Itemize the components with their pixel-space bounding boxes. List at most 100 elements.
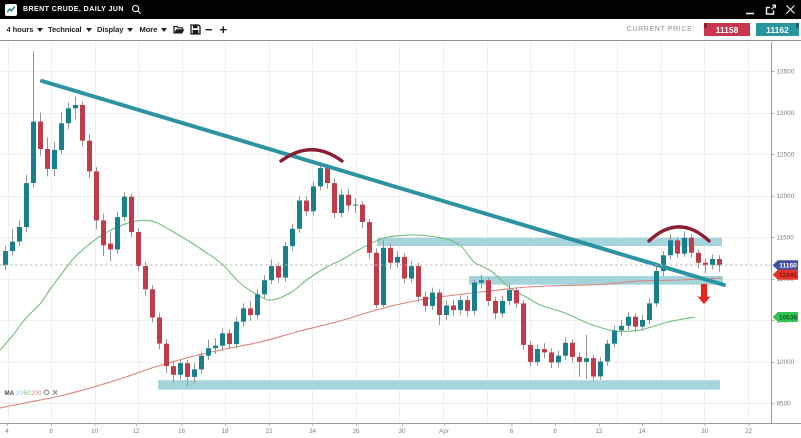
search-icon[interactable] [131,4,142,15]
candle-body [542,349,547,353]
time-axis-label: 10 [91,428,99,435]
candle-body [591,358,596,377]
ma-legend: MA 20 50 200 [5,389,58,397]
time-axis-label: 18 [221,428,229,435]
rounded-top-arc[interactable] [279,148,344,163]
menu-period[interactable]: 4 hours [7,19,44,40]
zone-rect[interactable] [158,380,720,390]
candle-body [59,123,64,150]
candle-body [10,241,15,252]
candle-body [346,194,351,206]
candle-body [206,348,211,356]
bid-price-badge[interactable]: 11158 [704,23,750,36]
candle-body [178,363,183,375]
candle-body [549,352,554,363]
candle-body [465,300,470,311]
candle-body [640,320,645,327]
rounded-top-arc[interactable] [647,225,711,243]
menu-display-label: Display [97,25,124,34]
ma-remove-icon[interactable] [52,389,58,395]
candle-body [367,222,372,253]
candle-body [689,237,694,253]
zoom-in-icon[interactable]: + [219,21,228,37]
price-axis-label: 10000 [777,359,795,366]
close-button[interactable] [784,3,797,16]
candle-body [668,240,673,256]
candle-body [213,345,218,349]
candle-body [626,316,631,326]
zone-rect[interactable] [377,237,722,247]
minimize-button[interactable] [744,3,757,16]
candle-body [500,300,505,314]
save-icon[interactable] [189,19,201,40]
candle-body [234,321,239,345]
price-axis-label: 12500 [777,151,795,158]
candle-body [675,240,680,254]
candle-body [507,290,512,301]
candle-body [304,200,309,212]
candle-body [255,294,260,316]
candle-body [605,343,610,362]
support-resistance-zones[interactable] [158,237,723,390]
time-axis-labels: 4 8 10 12 16 18 22 24 26 30 Apr 6 8 12 14 20 22 [5,423,752,435]
candle-body [73,105,78,109]
candle-body [136,232,141,266]
time-axis-label: 12 [595,428,603,435]
last-price-tag-value: 11160 [779,263,797,270]
candle-body [451,305,456,311]
candle-body [192,369,197,377]
candle-body [521,303,526,345]
ma-legend-text: 50 [24,390,31,397]
time-axis-label: 8 [49,428,53,435]
time-axis-label: 14 [638,428,646,435]
ma-legend-text: 200 [31,390,42,397]
candle-body [612,330,617,344]
time-axis-label: 20 [701,428,709,435]
time-axis-label: 24 [309,428,317,435]
time-axis-label: 30 [398,428,406,435]
zone-rect[interactable] [469,276,723,285]
popout-button[interactable] [764,3,777,16]
ask-price-badge[interactable]: 11162 [756,23,799,36]
time-axis-label: 22 [265,428,273,435]
price-axis-label: 12000 [777,193,795,200]
menu-period-label: 4 hours [6,25,34,34]
ma50-price-tag-value: 10536 [779,314,798,321]
ma50-price-tag [772,312,798,323]
open-folder-icon[interactable] [172,19,185,40]
bid-value: 11158 [715,24,739,35]
candle-body [87,140,92,172]
candle-body [633,316,638,327]
chevron-down-icon [85,27,92,32]
candle-body [31,121,36,183]
candle-body [157,317,162,344]
time-axis-label: 16 [178,428,186,435]
candle-body [325,168,330,183]
candle-body [115,217,120,250]
candle-body [556,355,561,363]
candle-body [402,256,407,279]
candle-body [423,296,428,306]
candle-body [395,256,400,263]
bid-marker [704,23,707,28]
candle-body [710,259,715,266]
down-arrow[interactable] [697,283,711,305]
zoom-out-icon[interactable]: − [205,21,213,37]
candle-body [24,183,29,228]
menu-more[interactable]: More [140,19,168,40]
candlestick-chart[interactable]: 1350013000125001200011500110001050010000… [0,42,801,438]
title-bar: BRENT CRUDE, DAILY JUN [0,0,801,19]
candle-body [654,271,659,304]
chart-area[interactable]: 1350013000125001200011500110001050010000… [0,42,801,438]
menu-display[interactable]: Display [97,19,134,40]
candle-body [381,247,386,306]
price-axis-label: 11500 [777,234,795,241]
candle-body [717,259,722,266]
candle-body [185,363,190,377]
ma200-price-tag [772,269,798,280]
ma200-price-tag-value: 11045 [779,272,797,279]
menu-technical[interactable]: Technical [48,19,92,40]
time-axis-label: 8 [553,428,557,435]
downtrend-line[interactable] [40,79,726,287]
ma-settings-gear-icon[interactable] [43,389,50,396]
